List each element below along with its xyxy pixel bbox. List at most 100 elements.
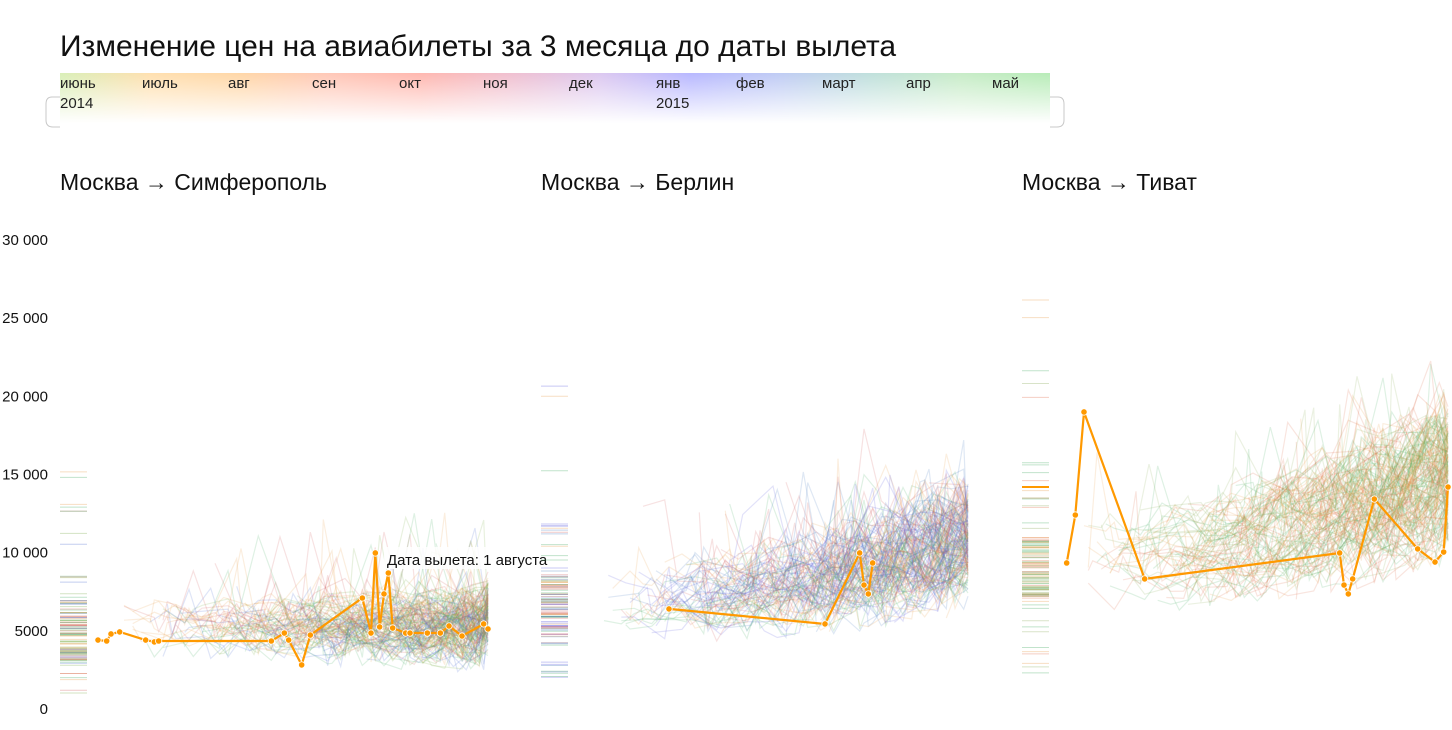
background-price-line (413, 590, 489, 641)
price-point[interactable] (860, 581, 868, 589)
month-label[interactable]: сен (312, 75, 336, 92)
price-point[interactable] (436, 629, 444, 637)
price-point[interactable] (380, 590, 388, 598)
month-label[interactable]: июнь (60, 75, 96, 92)
background-price-line (1222, 474, 1449, 588)
price-point[interactable] (267, 637, 275, 645)
price-point[interactable] (1431, 558, 1439, 566)
price-point[interactable] (376, 623, 384, 631)
month-label[interactable]: апр (906, 75, 931, 92)
price-point[interactable] (389, 624, 397, 632)
month-label[interactable]: авг (228, 75, 250, 92)
price-point[interactable] (821, 620, 829, 628)
month-label[interactable]: май (992, 75, 1019, 92)
price-point[interactable] (445, 622, 453, 630)
price-point[interactable] (155, 637, 163, 645)
price-point[interactable] (107, 630, 115, 638)
price-point[interactable] (1336, 549, 1344, 557)
price-point[interactable] (458, 632, 466, 640)
background-price-line (1165, 393, 1449, 536)
price-point[interactable] (371, 549, 379, 557)
background-price-line (698, 512, 969, 616)
price-point[interactable] (1080, 408, 1088, 416)
background-price-line (824, 476, 969, 581)
background-price-line (296, 531, 489, 645)
price-point[interactable] (406, 629, 414, 637)
price-point[interactable] (367, 629, 375, 637)
background-price-line (833, 531, 969, 602)
price-point[interactable] (1071, 511, 1079, 519)
background-price-line (625, 540, 969, 629)
background-price-line (1087, 442, 1449, 566)
month-label[interactable]: янв (656, 75, 680, 92)
price-point[interactable] (484, 625, 492, 633)
price-point[interactable] (298, 661, 306, 669)
background-price-line (885, 510, 969, 573)
price-point[interactable] (869, 559, 877, 567)
highlighted-price-line[interactable] (668, 549, 874, 626)
background-price-line (314, 579, 489, 659)
timeline-fade (60, 73, 1050, 123)
price-point[interactable] (1414, 545, 1422, 553)
month-label[interactable]: дек (569, 75, 593, 92)
background-price-line (642, 499, 969, 593)
timeline-left-handle[interactable] (45, 96, 60, 128)
background-price-line (1343, 447, 1449, 538)
price-point[interactable] (142, 636, 150, 644)
background-price-line (924, 503, 969, 536)
background-price-line (647, 522, 969, 619)
background-price-line (1083, 415, 1449, 541)
background-price-line (132, 603, 489, 649)
month-label[interactable]: март (822, 75, 856, 92)
background-price-line (1152, 471, 1449, 578)
price-point[interactable] (94, 636, 102, 644)
background-price-line (1300, 418, 1449, 514)
price-point[interactable] (103, 637, 111, 645)
background-price-line (859, 547, 969, 613)
background-price-line (331, 609, 489, 670)
price-point[interactable] (1444, 483, 1452, 491)
background-price-line (1373, 487, 1449, 548)
price-point[interactable] (480, 620, 488, 628)
background-price-line (746, 491, 969, 616)
price-point[interactable] (1063, 559, 1071, 567)
background-price-line (668, 500, 969, 612)
month-label[interactable]: ноя (483, 75, 508, 92)
price-point[interactable] (384, 569, 392, 577)
background-price-line (1395, 522, 1449, 571)
background-price-line (331, 598, 489, 660)
price-point[interactable] (116, 628, 124, 636)
price-point[interactable] (280, 629, 288, 637)
background-price-line (1122, 466, 1449, 581)
price-point[interactable] (358, 594, 366, 602)
background-price-line (323, 615, 489, 641)
background-price-line (162, 587, 489, 673)
background-price-line (123, 573, 489, 634)
price-point[interactable] (1344, 590, 1352, 598)
price-point[interactable] (1340, 581, 1348, 589)
month-label[interactable]: фев (736, 75, 765, 92)
background-price-line (863, 468, 969, 559)
price-point[interactable] (423, 629, 431, 637)
timeline-selector[interactable]: июнь июль авг сен окт ноя дек янв фев март апр май 2… (45, 73, 1065, 128)
background-price-line (919, 528, 969, 571)
background-price-line (162, 547, 489, 638)
price-point[interactable] (1141, 575, 1149, 583)
price-point[interactable] (1370, 495, 1378, 503)
month-label[interactable]: июль (142, 75, 178, 92)
price-point[interactable] (864, 590, 872, 598)
background-price-line (1330, 360, 1449, 462)
price-point[interactable] (1349, 575, 1357, 583)
price-point[interactable] (306, 631, 314, 639)
price-point[interactable] (856, 549, 864, 557)
month-label[interactable]: окт (399, 75, 421, 92)
price-point[interactable] (665, 605, 673, 613)
price-point[interactable] (1440, 548, 1448, 556)
background-price-line (772, 554, 969, 635)
background-price-line (1295, 461, 1449, 514)
timeline-right-handle[interactable] (1050, 96, 1065, 128)
background-price-line (171, 611, 489, 653)
background-price-line (894, 518, 969, 584)
price-point[interactable] (285, 636, 293, 644)
background-price-line (435, 603, 489, 633)
